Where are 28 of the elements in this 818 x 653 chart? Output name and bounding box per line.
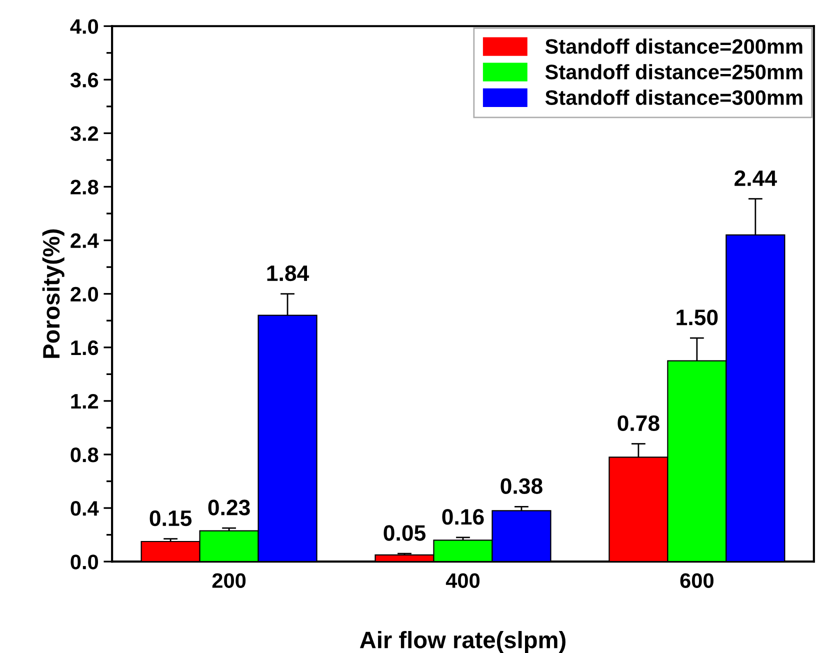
y-tick-label: 1.6: [71, 340, 98, 356]
y-tick-label: 2.8: [70, 180, 98, 195]
data-label: 0.38: [500, 478, 542, 494]
data-label: 0.05: [384, 525, 426, 541]
y-tick-label: 0.4: [70, 501, 99, 516]
y-axis-title: Porosity(%): [42, 229, 64, 358]
y-tick-label: 0.8: [70, 447, 98, 462]
data-label: 0.15: [150, 510, 192, 526]
y-tick-label: 2.0: [70, 286, 98, 302]
y-tick-label: 3.6: [70, 72, 98, 88]
data-label: 0.23: [208, 500, 250, 516]
x-tick-label: 400: [446, 573, 480, 588]
y-tick-label: 1.2: [71, 394, 98, 408]
y-tick-label: 3.2: [70, 126, 98, 141]
y-tick-label: 0.0: [70, 554, 98, 570]
y-tick-label: 2.4: [70, 233, 99, 248]
data-label: 0.78: [618, 415, 660, 432]
data-label: 1.50: [676, 310, 718, 326]
legend-label: Standoff distance=250mm: [545, 64, 802, 80]
x-tick-label: 600: [680, 573, 714, 588]
data-label: 2.44: [734, 170, 777, 186]
legend-label: Standoff distance=300mm: [545, 90, 802, 105]
legend-label: Standoff distance=200mm: [545, 38, 802, 54]
x-tick-label: 200: [212, 573, 246, 588]
data-label: 0.16: [442, 509, 484, 525]
data-label: 1.84: [267, 265, 310, 282]
x-axis-title: Air flow rate(slpm): [360, 631, 566, 653]
y-tick-label: 4.0: [70, 19, 98, 34]
